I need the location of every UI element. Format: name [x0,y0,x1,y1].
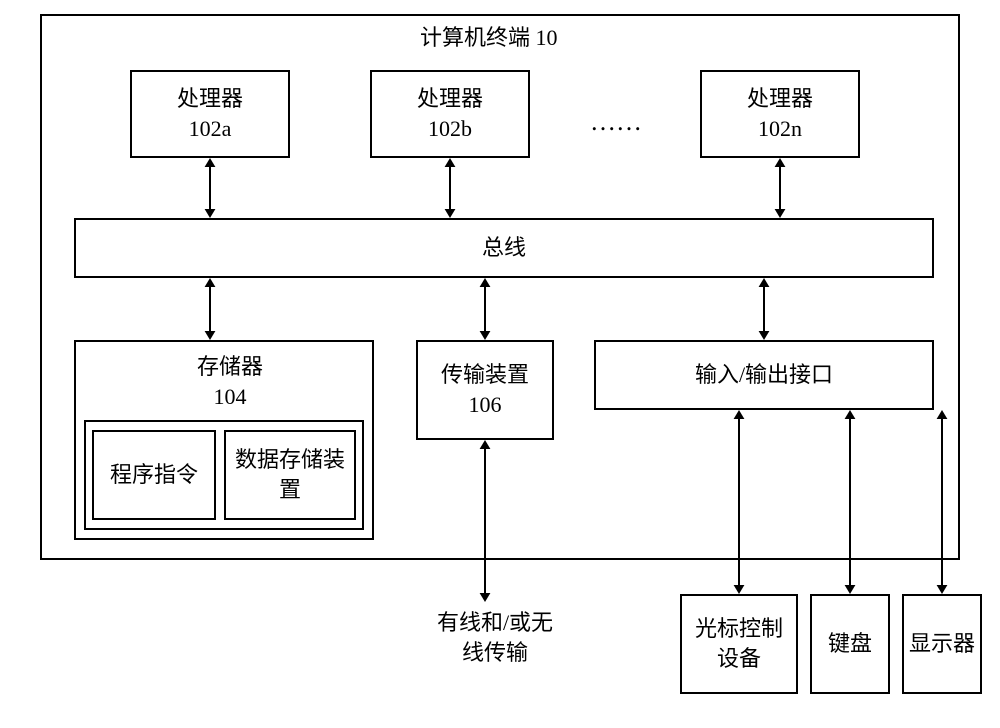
processor-n-id: 102n [758,114,802,144]
memory-title: 存储器 104 [180,352,280,411]
processor-a-box: 处理器 102a [130,70,290,158]
bus-box: 总线 [74,218,934,278]
data-storage-box: 数据存储装置 [224,430,356,520]
io-interface-box: 输入/输出接口 [594,340,934,410]
cursor-control-box: 光标控制 设备 [680,594,798,694]
keyboard-box: 键盘 [810,594,890,694]
processor-a-label: 处理器 [177,84,243,114]
processor-a-id: 102a [189,114,232,144]
transmission-box: 传输装置 106 [416,340,554,440]
display-box: 显示器 [902,594,982,694]
diagram-title: 计算机终端 10 [420,20,558,52]
processor-n-box: 处理器 102n [700,70,860,158]
bus-label: 总线 [482,233,526,263]
program-instructions-box: 程序指令 [92,430,216,520]
diagram-canvas: 计算机终端 10 处理器 102a 处理器 102b 处理器 102n …… 总… [0,0,1000,728]
processor-b-id: 102b [428,114,472,144]
ellipsis-label: …… [590,104,642,139]
title-text: 计算机终端 10 [420,25,558,50]
processor-b-box: 处理器 102b [370,70,530,158]
processor-b-label: 处理器 [417,84,483,114]
wired-wireless-label: 有线和/或无 线传输 [420,608,570,667]
processor-n-label: 处理器 [747,84,813,114]
